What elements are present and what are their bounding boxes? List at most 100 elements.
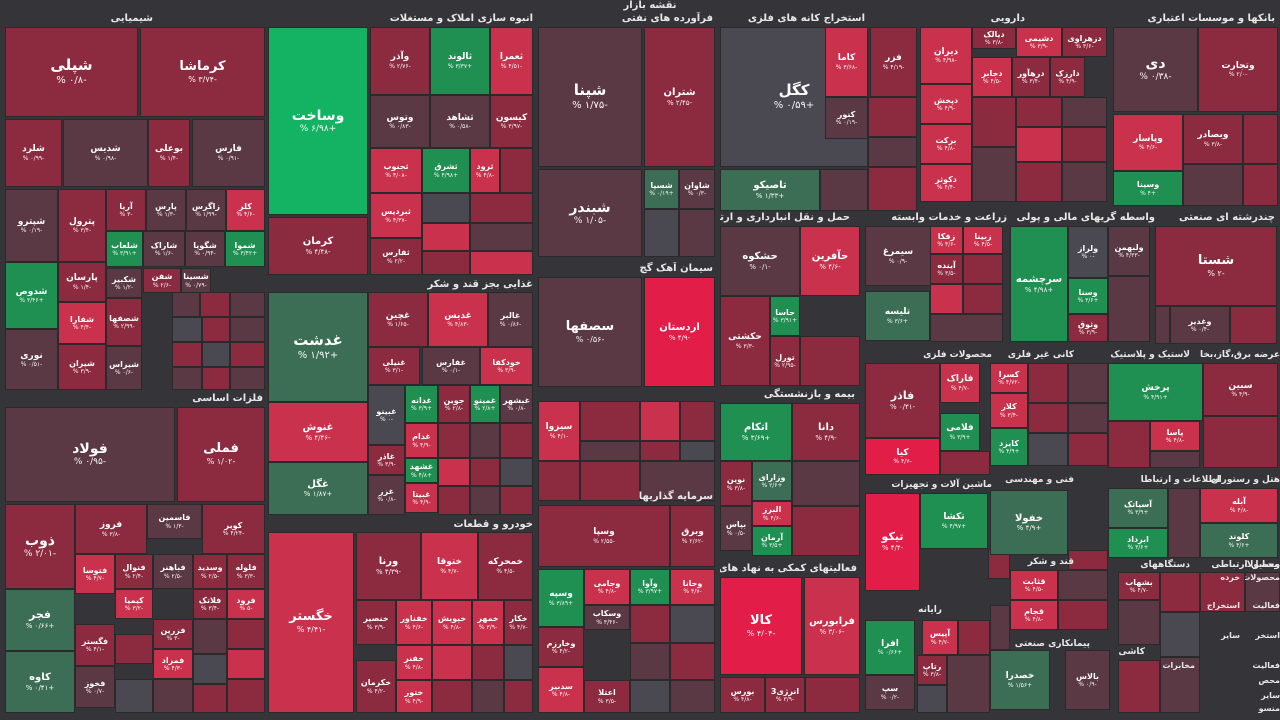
filler-ticker[interactable] [640,441,680,461]
ticker-cell[interactable]: ختور -۴/۹ % [396,680,432,713]
filler-ticker[interactable] [1118,660,1160,713]
ticker-cell[interactable]: فلاتک -۳/۴ % [193,589,227,619]
filler-ticker[interactable] [1200,572,1245,612]
filler-ticker[interactable] [972,147,1016,202]
ticker-cell[interactable]: ثبردیس -۴/۳۷ % [370,193,422,238]
filler-ticker[interactable] [230,317,265,342]
ticker-cell[interactable]: تلیسه +۳/۶ % [865,291,930,341]
ticker-cell[interactable]: تیکو -۴/۴ % [865,493,920,591]
ticker-cell[interactable]: آبله -۴/۸ % [1200,488,1278,523]
ticker-cell[interactable]: بورس -۴/۸ % [720,677,765,713]
ticker-cell[interactable]: ثشاهد -۰/۵۸ % [430,95,490,148]
filler-ticker[interactable] [500,458,533,486]
ticker-cell[interactable]: کرماشا -۳/۷۴ % [140,27,265,117]
ticker-cell[interactable]: وتجارت -۲/۰ % [1198,27,1278,112]
ticker-cell[interactable]: اردستان -۴/۹ % [644,277,715,387]
ticker-cell[interactable]: وجامی -۴/۸ % [584,569,630,605]
ticker-cell[interactable]: شموا +۳/۴۲ % [225,231,265,267]
filler-ticker[interactable] [972,97,1016,147]
ticker-cell[interactable]: ولبهمن -۴/۳۳ % [1108,226,1150,276]
filler-ticker[interactable] [470,423,500,458]
ticker-cell[interactable]: شسینا -۰/۷۹ % [181,268,211,293]
ticker-cell[interactable]: بوعلی -۱/۴ % [148,119,190,187]
ticker-cell[interactable]: زفکا -۴/۶ % [930,226,963,254]
ticker-cell[interactable]: رتاپ -۳/۸ % [917,655,947,685]
ticker-cell[interactable]: شاوان -۰/۳ % [679,169,715,209]
ticker-cell[interactable]: شلعاب +۳/۹۱ % [106,231,143,267]
filler-ticker[interactable] [1150,451,1200,468]
filler-ticker[interactable] [202,317,230,342]
ticker-cell[interactable]: خپویش -۴/۸ % [432,600,472,645]
ticker-cell[interactable]: ورنا -۴/۳۹ % [356,532,421,600]
filler-ticker[interactable] [630,680,670,713]
ticker-cell[interactable]: آسیاتک +۳/۹ % [1108,488,1168,528]
filler-ticker[interactable] [1118,600,1160,645]
filler-ticker[interactable] [172,292,200,317]
ticker-cell[interactable]: شدوص +۳/۴۶ % [5,262,58,329]
ticker-cell[interactable]: غگل +۱/۸۷ % [268,462,368,515]
filler-ticker[interactable] [432,680,472,713]
ticker-cell[interactable]: کویر -۴/۲۴ % [202,504,265,554]
ticker-cell[interactable]: فزرین -۳ % [153,619,193,649]
ticker-cell[interactable]: خفولا +۴/۹ % [990,490,1068,555]
ticker-cell[interactable]: دارزک -۴/۹ % [1050,57,1085,97]
ticker-cell[interactable]: کاما -۳/۶۸ % [825,27,868,97]
ticker-cell[interactable]: کالا -۴/۰۴ % [720,577,802,675]
filler-ticker[interactable] [1108,276,1150,342]
filler-ticker[interactable] [172,342,202,367]
ticker-cell[interactable]: بشهاب -۴/۷ % [1118,572,1160,600]
filler-ticker[interactable] [580,461,640,501]
ticker-cell[interactable]: آپیس -۴/۷ % [922,620,958,655]
filler-ticker[interactable] [1058,600,1108,630]
ticker-cell[interactable]: وساخت +۶/۹۸ % [268,27,368,215]
ticker-cell[interactable]: شفارا -۴/۴ % [58,302,106,344]
ticker-cell[interactable]: دجابر -۴/۵ % [972,57,1012,97]
ticker-cell[interactable]: دیالک -۳/۸ % [972,27,1016,49]
ticker-cell[interactable]: دیران -۴/۹۸ % [920,27,972,84]
filler-ticker[interactable] [422,223,470,251]
ticker-cell[interactable]: خمحرکه -۴/۵ % [478,532,533,600]
filler-ticker[interactable] [963,284,1003,314]
filler-ticker[interactable] [680,401,715,441]
filler-ticker[interactable] [227,679,265,713]
ticker-cell[interactable]: وبصادر -۳/۸ % [1183,114,1243,164]
filler-ticker[interactable] [580,401,640,441]
ticker-cell[interactable]: قثابت -۴/۵ % [1010,570,1058,600]
filler-ticker[interactable] [1230,306,1277,344]
ticker-cell[interactable]: غبشهر -۰/۸ % [500,385,533,423]
ticker-cell[interactable]: غبیتا -۴/۹ % [405,483,438,513]
ticker-cell[interactable]: فجر +۰/۶۶ % [5,589,75,651]
filler-ticker[interactable] [1016,97,1062,127]
filler-ticker[interactable] [580,441,640,461]
ticker-cell[interactable]: خکار -۴/۷ % [504,600,533,645]
ticker-cell[interactable]: حکشتی -۳/۳ % [720,296,770,386]
filler-ticker[interactable] [644,209,679,257]
ticker-cell[interactable]: شگویا -۰/۹۴ % [185,231,225,267]
ticker-cell[interactable]: فتوسا -۴/۷ % [75,554,115,594]
ticker-cell[interactable]: سرچشمه +۴/۹۸ % [1010,226,1068,342]
ticker-cell[interactable]: وسپه +۳/۸۹ % [538,569,584,627]
ticker-cell[interactable]: شکبیر -۱/۲ % [106,268,142,298]
ticker-cell[interactable]: سیمرغ -۰/۹ % [865,226,931,286]
ticker-cell[interactable]: وسینا +۴ % [1113,171,1183,206]
ticker-cell[interactable]: غدیس -۴/۸۳ % [428,292,488,347]
ticker-cell[interactable]: غشهد +۴/۸ % [405,458,438,483]
ticker-cell[interactable]: سصفها -۰/۵۶ % [538,277,642,387]
filler-ticker[interactable] [470,486,500,515]
ticker-cell[interactable]: کنور -۰/۱۹ % [825,97,868,139]
filler-ticker[interactable] [630,643,670,680]
filler-ticker[interactable] [227,649,265,679]
ticker-cell[interactable]: شتران -۲/۴۵ % [644,27,715,167]
filler-ticker[interactable] [1203,416,1278,468]
filler-ticker[interactable] [670,605,715,643]
filler-ticker[interactable] [422,193,470,223]
filler-ticker[interactable] [230,292,265,317]
filler-ticker[interactable] [1155,306,1170,344]
ticker-cell[interactable]: ختوقا -۴/۷ % [421,532,478,600]
filler-ticker[interactable] [868,137,917,167]
filler-ticker[interactable] [958,620,990,655]
ticker-cell[interactable]: شیران -۳/۹ % [58,344,106,390]
ticker-cell[interactable]: شصفها -۲/۹۹ % [106,298,142,346]
ticker-cell[interactable]: ثفارس -۲/۲ % [370,238,422,275]
filler-ticker[interactable] [504,645,533,680]
